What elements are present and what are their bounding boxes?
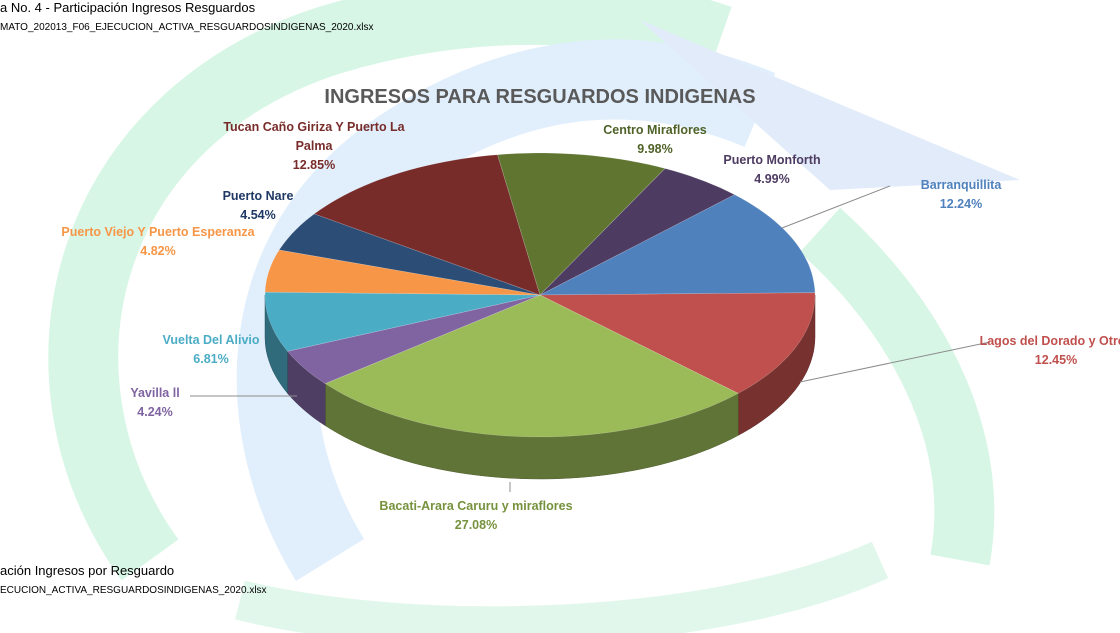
- label-name: Tucan Caño Giriza Y Puerto La Palma: [223, 120, 405, 153]
- label-name: Puerto Nare: [222, 189, 294, 203]
- label-value: 4.54%: [240, 208, 276, 222]
- data-label: Tucan Caño Giriza Y Puerto La Palma 12.85…: [204, 118, 424, 175]
- label-value: 9.98%: [637, 142, 673, 156]
- label-name: Puerto Monforth: [723, 153, 821, 167]
- label-value: 12.24%: [939, 197, 983, 211]
- data-label: Bacati-Arara Caruru y miraflores 27.08%: [379, 497, 572, 535]
- label-value: 6.81%: [193, 352, 229, 366]
- label-value: 12.45%: [1034, 353, 1078, 367]
- slice: [539, 168, 736, 296]
- label-name: Barranquillita: [920, 178, 1002, 192]
- leader-line: [799, 341, 991, 383]
- slice: [539, 194, 816, 296]
- data-label: Barranquillita 12.24%: [921, 176, 1002, 214]
- slice: [264, 291, 541, 352]
- data-label: Yavilla ll 4.24%: [130, 384, 179, 422]
- label-name: Vuelta Del Alivio: [162, 333, 260, 347]
- slice: [497, 152, 666, 296]
- label-name: Yavilla ll: [130, 386, 180, 400]
- pie: [264, 152, 816, 480]
- label-value: 4.82%: [140, 244, 176, 258]
- header-caption: a No. 4 - Participación Ingresos Resguar…: [0, 0, 256, 15]
- label-value: 12.85%: [292, 158, 336, 172]
- header-source: MATO_202013_F06_EJECUCION_ACTIVA_RESGUAR…: [0, 22, 374, 33]
- leader-line: [781, 185, 891, 229]
- label-value: 27.08%: [454, 518, 498, 532]
- label-name: Puerto Viejo Y Puerto Esperanza: [61, 225, 255, 239]
- slice: [278, 213, 541, 296]
- data-label: Puerto Monforth 4.99%: [723, 151, 820, 189]
- data-label: Vuelta Del Alivio 6.81%: [162, 331, 259, 369]
- data-label: Puerto Viejo Y Puerto Esperanza 4.82%: [61, 223, 254, 261]
- label-name: Bacati-Arara Caruru y miraflores: [379, 499, 573, 513]
- chart-title: INGRESOS PARA RESGUARDOS INDIGENAS: [324, 86, 756, 108]
- label-name: Lagos del Dorado y Otros: [979, 334, 1120, 348]
- slice: [313, 154, 541, 296]
- slice: [264, 249, 541, 296]
- slice: [539, 292, 816, 394]
- label-value: 4.99%: [754, 172, 790, 186]
- data-label: Puerto Nare 4.54%: [223, 187, 294, 225]
- slice: [286, 294, 541, 384]
- slice: [324, 294, 739, 438]
- label-value: 4.24%: [137, 405, 173, 419]
- data-label: Lagos del Dorado y Otros 12.45%: [980, 332, 1120, 370]
- watermark: [48, 0, 1020, 633]
- label-name: Centro Miraflores: [603, 123, 707, 137]
- slice-side: [264, 294, 288, 395]
- footer-caption: ación Ingresos por Resguardo: [0, 563, 175, 578]
- footer-source: ECUCION_ACTIVA_RESGUARDOSINDIGENAS_2020.…: [0, 585, 267, 596]
- data-label: Centro Miraflores 9.98%: [603, 121, 707, 159]
